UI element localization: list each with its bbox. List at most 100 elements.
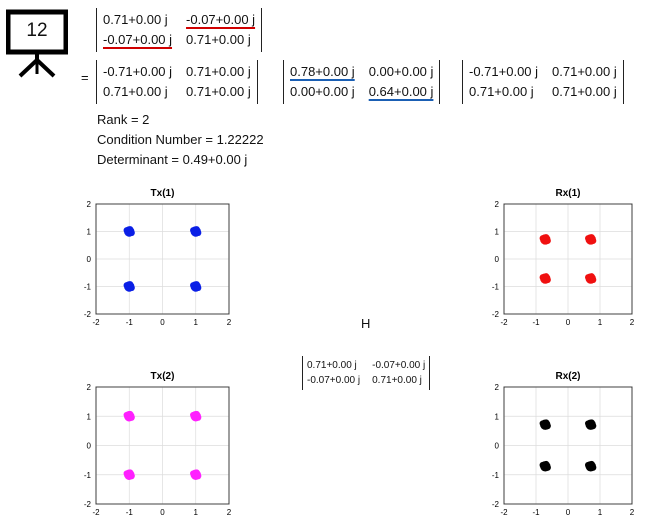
matrix-cell: 0.71+0.00 j (469, 84, 534, 99)
y-tick-label: 2 (495, 200, 500, 209)
x-tick-label: 2 (227, 508, 232, 517)
matrix-cell: 0.71+0.00 j (186, 64, 251, 79)
matrix-cell: 0.71+0.00 j (186, 32, 251, 47)
y-tick-label: 2 (87, 200, 92, 209)
constellation-point (123, 469, 135, 480)
constellation-point (539, 273, 551, 284)
constellation-point (539, 234, 551, 245)
constellation-point (123, 410, 135, 422)
x-tick-label: 0 (160, 508, 165, 517)
matrix-cell: 0.00+0.00 j (290, 84, 355, 99)
constellation-point (190, 281, 202, 292)
x-tick-label: 2 (227, 318, 232, 327)
x-tick-label: 0 (160, 318, 165, 327)
constellation-point (190, 410, 202, 422)
x-tick-label: -2 (92, 318, 100, 327)
constellation-point (539, 460, 551, 472)
y-tick-label: 1 (495, 412, 500, 421)
plot-title: Tx(1) (151, 188, 175, 199)
x-tick-label: 2 (630, 318, 635, 327)
y-tick-label: -1 (84, 283, 92, 292)
x-tick-label: 0 (566, 508, 571, 517)
constellation-point (190, 226, 202, 237)
y-tick-label: 2 (87, 383, 92, 392)
constellation-point (539, 419, 551, 430)
matrix-cell: -0.07+0.00 j (186, 12, 256, 27)
x-tick-label: 2 (630, 508, 635, 517)
presentation-board-icon: 12 (5, 8, 69, 78)
y-tick-label: 1 (87, 228, 92, 237)
presentation-board-graphic (5, 9, 69, 78)
x-tick-label: -2 (500, 318, 508, 327)
plot-frame (95, 203, 230, 315)
matrix-cell: 0.71+0.00 j (372, 375, 422, 386)
matrix-cell: 0.64+0.00 j (368, 84, 434, 99)
matrix-cell: 0.71+0.00 j (552, 64, 617, 79)
y-tick-label: 2 (495, 383, 500, 392)
equals-sign: = (81, 70, 89, 85)
matrix-cell: -0.71+0.00 j (469, 64, 539, 79)
y-tick-label: 0 (87, 442, 92, 451)
x-tick-label: 1 (194, 508, 199, 517)
x-tick-label: -1 (126, 508, 134, 517)
matrix-cell: 0.71+0.00 j (103, 84, 168, 99)
y-tick-label: -1 (492, 471, 500, 480)
y-tick-label: 1 (87, 412, 92, 421)
center-channel-matrix: 0.71+0.00 j -0.07+0.00 j -0.07+0.00 j 0.… (302, 356, 431, 390)
constellation-plot: Rx(1) -2 -1 0 1 2 2 1 0 -1 -2 (492, 188, 635, 327)
matrix-cell: 0.71+0.00 j (552, 84, 617, 99)
constellation-point (190, 469, 202, 480)
matrix-cell: 0.00+0.00 j (368, 64, 434, 79)
channel-label: H (361, 316, 371, 331)
constellation-point (123, 281, 135, 292)
constellation-point (585, 419, 597, 430)
plot-frame (503, 203, 633, 315)
matrix-cell: -0.07+0.00 j (307, 375, 361, 386)
plot-frame (503, 386, 633, 505)
channel-matrix: 0.71+0.00 j -0.07+0.00 j -0.07+0.00 j 0.… (96, 8, 263, 52)
y-tick-label: 0 (495, 255, 500, 264)
y-tick-label: -1 (84, 471, 92, 480)
x-tick-label: -2 (500, 508, 508, 517)
x-tick-label: 1 (598, 508, 603, 517)
plot-title: Tx(2) (151, 371, 175, 382)
constellation-plot: Tx(1) -2 -1 0 1 2 2 1 0 -1 -2 (84, 188, 232, 327)
matrix-cell: -0.07+0.00 j (103, 32, 173, 47)
constellation-point (123, 226, 135, 237)
y-tick-label: 0 (87, 255, 92, 264)
y-tick-label: 1 (495, 228, 500, 237)
matrix-cell: 0.71+0.00 j (186, 84, 251, 99)
x-tick-label: 1 (194, 318, 199, 327)
condition-number-text: Condition Number = 1.22222 (97, 132, 264, 147)
x-tick-label: 0 (566, 318, 571, 327)
x-tick-label: 1 (598, 318, 603, 327)
constellation-point (585, 273, 597, 284)
plot-title: Rx(2) (555, 371, 580, 382)
matrix-cell: -0.71+0.00 j (103, 64, 173, 79)
y-tick-label: -1 (492, 283, 500, 292)
matrix-cell: -0.07+0.00 j (372, 360, 426, 371)
constellation-point (585, 234, 597, 245)
constellation-point (585, 460, 597, 472)
x-tick-label: -2 (92, 508, 100, 517)
matrix-cell: 0.78+0.00 j (290, 64, 355, 79)
x-tick-label: -1 (532, 318, 540, 327)
svd-s-matrix: 0.78+0.00 j 0.00+0.00 j 0.00+0.00 j 0.64… (283, 60, 441, 104)
y-tick-label: 0 (495, 442, 500, 451)
x-tick-label: -1 (532, 508, 540, 517)
constellation-plot: Rx(2) -2 -1 0 1 2 2 1 0 -1 -2 (492, 371, 635, 517)
y-tick-label: -2 (84, 500, 92, 509)
badge-number: 12 (26, 20, 48, 41)
matrix-cell: 0.71+0.00 j (103, 12, 168, 27)
rank-text: Rank = 2 (97, 112, 150, 127)
plot-title: Rx(1) (555, 188, 580, 199)
plot-frame (95, 386, 230, 505)
y-tick-label: -2 (492, 500, 500, 509)
determinant-text: Determinant = 0.49+0.00 j (97, 152, 248, 167)
svd-u-matrix: -0.71+0.00 j 0.71+0.00 j 0.71+0.00 j 0.7… (96, 60, 258, 104)
svd-v-matrix: -0.71+0.00 j 0.71+0.00 j 0.71+0.00 j 0.7… (462, 60, 624, 104)
y-tick-label: -2 (84, 310, 92, 319)
y-tick-label: -2 (492, 310, 500, 319)
matrix-cell: 0.71+0.00 j (307, 360, 357, 371)
x-tick-label: -1 (126, 318, 134, 327)
